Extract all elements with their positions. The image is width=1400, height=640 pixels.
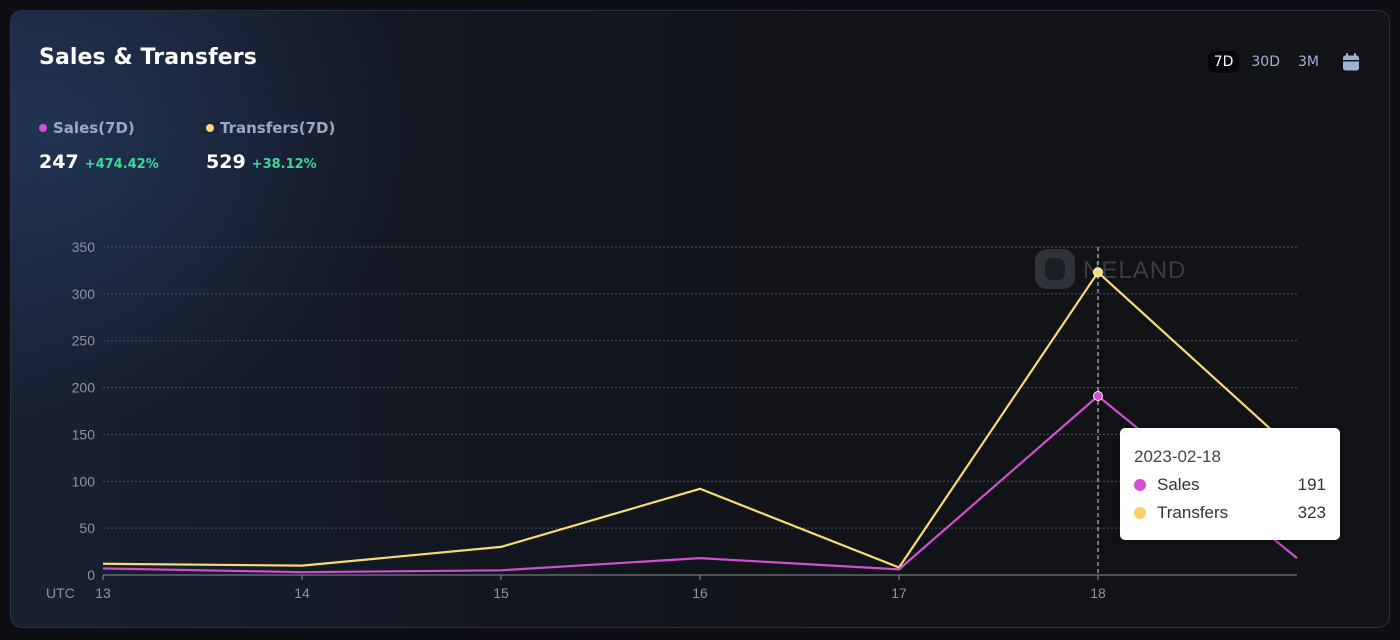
transfers-stat-label: Transfers(7D)	[220, 119, 336, 137]
y-tick-label: 250	[72, 333, 96, 349]
range-selector: 7D 30D 3M	[1207, 51, 1359, 73]
sales-transfers-card: Sales & Transfers 7D 30D 3M Sales(7D) 24…	[10, 10, 1390, 628]
transfers-stat: Transfers(7D) 529 +38.12%	[206, 119, 335, 173]
highlight-point-sales	[1093, 391, 1103, 402]
y-tick-label: 100	[72, 473, 96, 489]
x-axis-label: UTC	[46, 585, 75, 601]
sales-stat: Sales(7D) 247 +474.42%	[39, 119, 159, 173]
calendar-icon[interactable]	[1343, 53, 1359, 71]
x-tick-label: 13	[95, 585, 111, 601]
y-tick-label: 200	[72, 380, 96, 396]
x-tick-label: 18	[1090, 585, 1106, 601]
highlight-point-transfers	[1093, 267, 1103, 278]
transfers-stat-value: 529	[206, 151, 246, 173]
series-line-sales	[102, 394, 1298, 574]
tooltip-row-sales: Sales 191	[1134, 475, 1326, 495]
range-30d-button[interactable]: 30D	[1251, 54, 1280, 70]
x-tick-label: 16	[692, 585, 708, 601]
y-tick-label: 50	[79, 520, 95, 536]
tooltip-sales-dot	[1134, 479, 1146, 491]
tooltip-sales-value: 191	[1297, 475, 1326, 494]
tooltip-transfers-dot	[1134, 507, 1146, 519]
series-line-transfers	[102, 271, 1298, 569]
tooltip-transfers-value: 323	[1297, 503, 1326, 522]
x-tick-label: 17	[891, 585, 907, 601]
transfers-legend-dot	[206, 124, 214, 132]
chart-tooltip: 2023-02-18 Sales 191 Transfers 323	[1120, 428, 1340, 540]
tooltip-sales-name: Sales	[1157, 475, 1200, 494]
y-tick-label: 150	[72, 426, 96, 442]
x-tick-label: 15	[493, 585, 509, 601]
x-tick-label: 14	[294, 585, 310, 601]
watermark-logo-inner	[1045, 258, 1065, 280]
tooltip-row-transfers: Transfers 323	[1134, 503, 1326, 523]
card-title: Sales & Transfers	[39, 45, 257, 70]
sales-stat-change: +474.42%	[84, 157, 159, 172]
y-tick-label: 350	[72, 239, 96, 255]
range-7d-button[interactable]: 7D	[1207, 51, 1240, 73]
y-tick-label: 300	[72, 286, 96, 302]
sales-stat-label: Sales(7D)	[53, 119, 135, 137]
range-3m-button[interactable]: 3M	[1298, 54, 1319, 70]
tooltip-transfers-name: Transfers	[1157, 503, 1229, 522]
tooltip-date: 2023-02-18	[1134, 447, 1221, 466]
sales-legend-dot	[39, 124, 47, 132]
transfers-stat-change: +38.12%	[251, 157, 317, 172]
y-tick-label: 0	[87, 567, 95, 583]
sales-stat-value: 247	[39, 151, 79, 173]
